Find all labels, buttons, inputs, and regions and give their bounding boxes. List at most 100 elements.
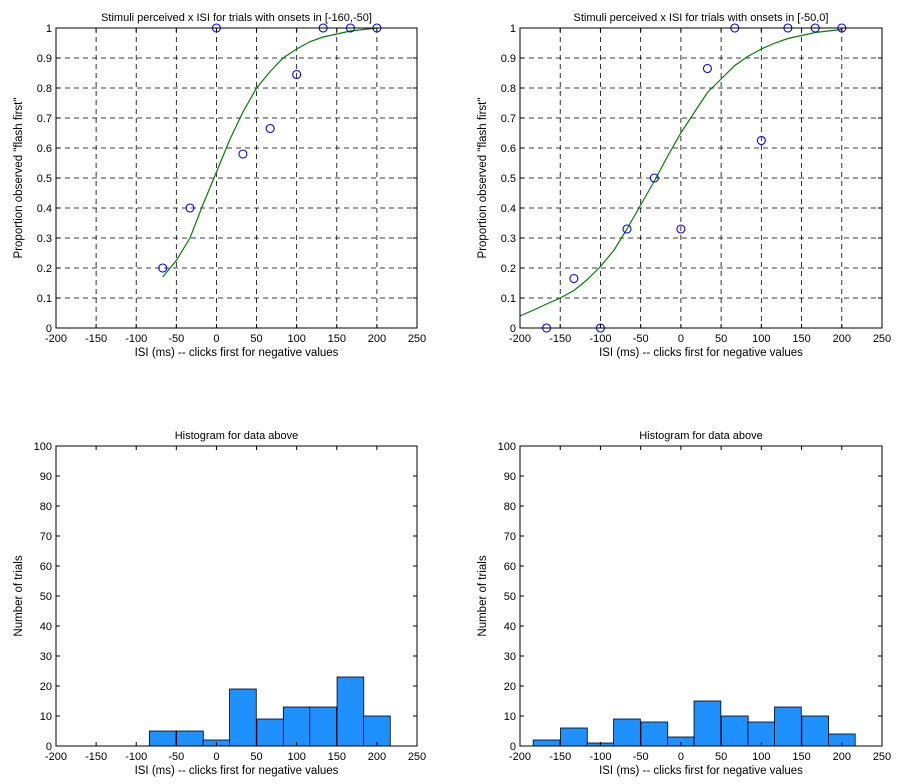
chart-panel-4: -200 -150 -100 -50 0 50 100 150 200 250 0 10 20 30 40 5… [477, 430, 891, 777]
histogram-bar [720, 715, 749, 747]
x-tick-label: 0 [678, 333, 684, 345]
y-tick-label: 0 [46, 323, 52, 335]
x-tick-label: 100 [287, 333, 305, 345]
histogram-bar [613, 718, 641, 747]
x-tick-label: -200 [45, 751, 67, 763]
histogram-bar [801, 715, 830, 747]
chart-title: Histogram for data above [639, 430, 763, 442]
y-tick-label: 100 [498, 441, 516, 453]
y-tick-label: 40 [504, 621, 516, 633]
y-tick-label: 0.6 [37, 143, 52, 155]
y-tick-label: 0.5 [501, 173, 516, 185]
data-point [676, 224, 686, 234]
x-tick-label: -200 [45, 333, 67, 345]
x-tick-label: -150 [85, 333, 107, 345]
x-tick-label: 0 [213, 333, 219, 345]
chart-title: Histogram for data above [175, 430, 299, 442]
x-tick-label: -150 [85, 751, 107, 763]
y-tick-label: 0.3 [501, 233, 516, 245]
histogram-bar [774, 706, 802, 747]
y-tick-label: 10 [40, 711, 52, 723]
y-tick-label: 0.1 [501, 293, 516, 305]
histogram-bar [336, 676, 365, 747]
data-point [569, 273, 579, 284]
y-tick-label: 0 [510, 741, 516, 753]
chart-panel-1: -200 -150 -100 -50 0 50 100 150 200 250 0 0.1 0.2 0.3… [13, 12, 426, 359]
x-tick-label: 250 [408, 333, 426, 345]
x-tick-label: 250 [873, 333, 891, 345]
data-point [622, 224, 632, 234]
x-tick-label: -50 [633, 751, 649, 763]
histogram-bar [282, 706, 311, 747]
data-point [756, 135, 766, 146]
histogram-bar [363, 715, 391, 747]
data-point [185, 203, 195, 213]
histogram-bar [229, 688, 257, 747]
y-tick-label: 0.1 [37, 293, 52, 305]
y-tick-label: 20 [40, 681, 52, 693]
x-tick-label: -100 [589, 751, 611, 763]
x-tick-label: 150 [328, 751, 346, 763]
x-tick-label: 150 [792, 333, 810, 345]
x-tick-label: 150 [328, 333, 346, 345]
y-tick-label: 0.8 [37, 83, 52, 95]
y-tick-label: 1 [510, 23, 516, 35]
y-tick-label: 0.3 [37, 233, 52, 245]
chart-title: Stimuli perceived x ISI for trials with … [101, 12, 372, 24]
y-tick-label: 80 [504, 501, 516, 513]
y-axis-label: Number of trials [477, 555, 489, 636]
fit-curve-line [519, 28, 842, 317]
y-tick-label: 0.4 [37, 203, 52, 215]
data-point [702, 63, 712, 74]
y-tick-label: 30 [504, 651, 516, 663]
histogram-bar [640, 721, 669, 747]
x-tick-label: 100 [752, 751, 770, 763]
y-axis-label: Proportion observed "flash first" [13, 98, 25, 259]
x-tick-label: -150 [549, 751, 571, 763]
data-point [158, 263, 168, 273]
y-tick-label: 50 [40, 591, 52, 603]
x-tick-label: 50 [250, 751, 262, 763]
x-axis-label: ISI (ms) -- clicks first for negative va… [599, 347, 803, 359]
x-tick-label: -50 [168, 751, 184, 763]
x-tick-label: 200 [368, 751, 386, 763]
histogram-bar [532, 739, 561, 747]
y-tick-label: 0.7 [37, 113, 52, 125]
y-tick-label: 70 [504, 531, 516, 543]
y-tick-label: 70 [40, 531, 52, 543]
x-tick-label: 50 [715, 333, 727, 345]
histogram-bar [256, 718, 284, 747]
x-tick-label: 100 [752, 333, 770, 345]
chart-panel-3: -200 -150 -100 -50 0 50 100 150 200 250 0 10 20 30 40 5… [13, 430, 426, 777]
x-tick-label: 0 [678, 751, 684, 763]
x-tick-label: -100 [589, 333, 611, 345]
x-axis-label: ISI (ms) -- clicks first for negative va… [599, 765, 803, 777]
fit-curve-line [162, 27, 377, 278]
y-tick-label: 0 [510, 323, 516, 335]
x-tick-label: 100 [287, 751, 305, 763]
y-tick-label: 0.8 [501, 83, 516, 95]
y-tick-label: 0.4 [501, 203, 516, 215]
x-tick-label: 50 [715, 751, 727, 763]
y-tick-label: 0.9 [37, 53, 52, 65]
histogram-bar [176, 730, 204, 747]
y-tick-label: 0.6 [501, 143, 516, 155]
x-tick-label: 150 [792, 751, 810, 763]
histogram-bar [560, 727, 588, 747]
x-tick-label: -50 [168, 333, 184, 345]
histogram-bar [148, 730, 177, 747]
y-tick-label: 0.2 [501, 263, 516, 275]
x-tick-label: -150 [549, 333, 571, 345]
y-tick-label: 20 [504, 681, 516, 693]
y-tick-label: 80 [40, 501, 52, 513]
data-point [292, 69, 302, 80]
x-tick-label: 200 [833, 333, 851, 345]
y-tick-label: 90 [504, 471, 516, 483]
x-tick-label: -50 [633, 333, 649, 345]
y-tick-label: 1 [46, 23, 52, 35]
y-tick-label: 90 [40, 471, 52, 483]
y-tick-label: 40 [40, 621, 52, 633]
y-tick-label: 60 [40, 561, 52, 573]
x-axis-label: ISI (ms) -- clicks first for negative va… [135, 765, 339, 777]
